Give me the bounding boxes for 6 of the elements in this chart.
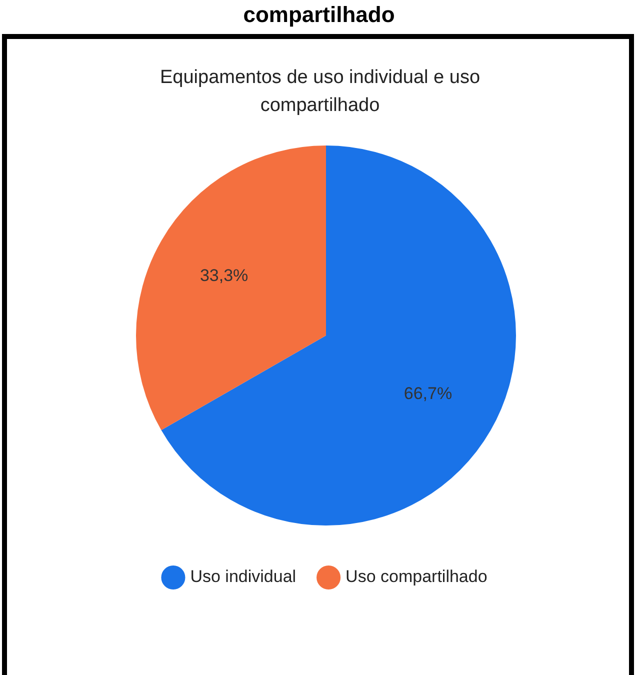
data-label: 66,7% <box>404 384 452 404</box>
text: compartilhado <box>242 2 396 28</box>
chart-title: Equipamentos de uso individual e uso compartilhado <box>158 66 482 118</box>
data-label: 33,3% <box>200 266 248 286</box>
legend-label: Uso individual <box>190 567 296 586</box>
legend-label: Uso compartilhado <box>346 567 488 586</box>
